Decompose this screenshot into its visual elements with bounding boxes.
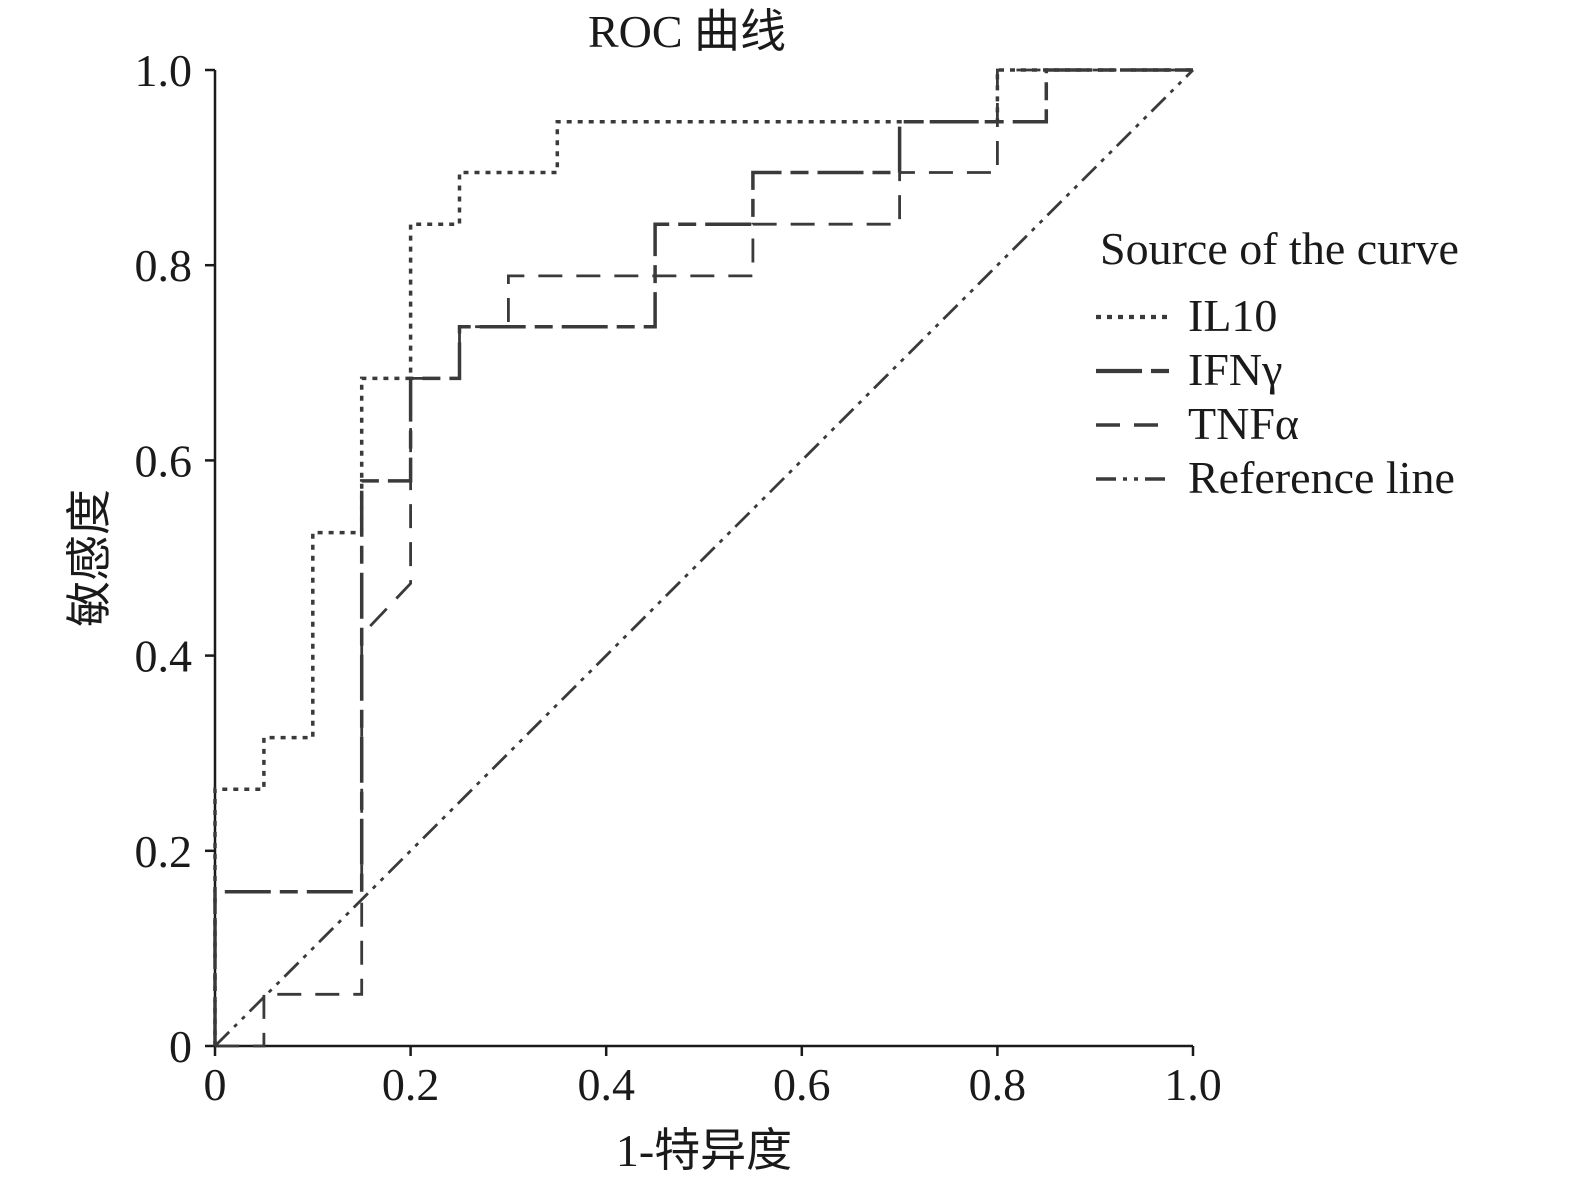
y-axis-title: 敏感度 — [64, 489, 115, 627]
x-tick-label: 0.6 — [773, 1059, 831, 1110]
y-tick-label: 0 — [169, 1021, 192, 1072]
x-tick-label: 0.4 — [577, 1059, 635, 1110]
legend: Source of the curve IL10IFNγTNFαReferenc… — [1096, 223, 1459, 503]
legend-label: TNFα — [1188, 398, 1299, 449]
axes — [213, 70, 1193, 1048]
x-tick-label: 1.0 — [1164, 1059, 1222, 1110]
legend-title: Source of the curve — [1100, 223, 1459, 274]
x-tick-label: 0.2 — [382, 1059, 440, 1110]
chart-title: ROC 曲线 — [588, 6, 786, 57]
legend-label: IFNγ — [1188, 344, 1282, 395]
series-line-2 — [213, 68, 1193, 1046]
y-tick-label: 0.4 — [135, 631, 193, 682]
y-tick-label: 0.8 — [135, 240, 193, 291]
legend-label: IL10 — [1188, 290, 1277, 341]
series-line-3 — [215, 68, 1193, 1048]
legend-label: Reference line — [1188, 452, 1455, 503]
y-tick-label: 0.6 — [135, 435, 193, 486]
ticks — [205, 68, 1195, 1056]
x-axis-title: 1-特异度 — [616, 1125, 792, 1176]
y-tick-label: 0.2 — [135, 826, 193, 877]
tick-labels: 0 0.2 0.4 0.6 0.8 1.0 0 0.2 0.4 0.6 0.8 1.0 — [135, 45, 1222, 1110]
x-tick-label: 0 — [204, 1059, 227, 1110]
series-line-4 — [214, 69, 1194, 1047]
y-tick-label: 1.0 — [135, 45, 193, 96]
series-lines — [213, 68, 1194, 1048]
x-tick-label: 0.8 — [969, 1059, 1027, 1110]
